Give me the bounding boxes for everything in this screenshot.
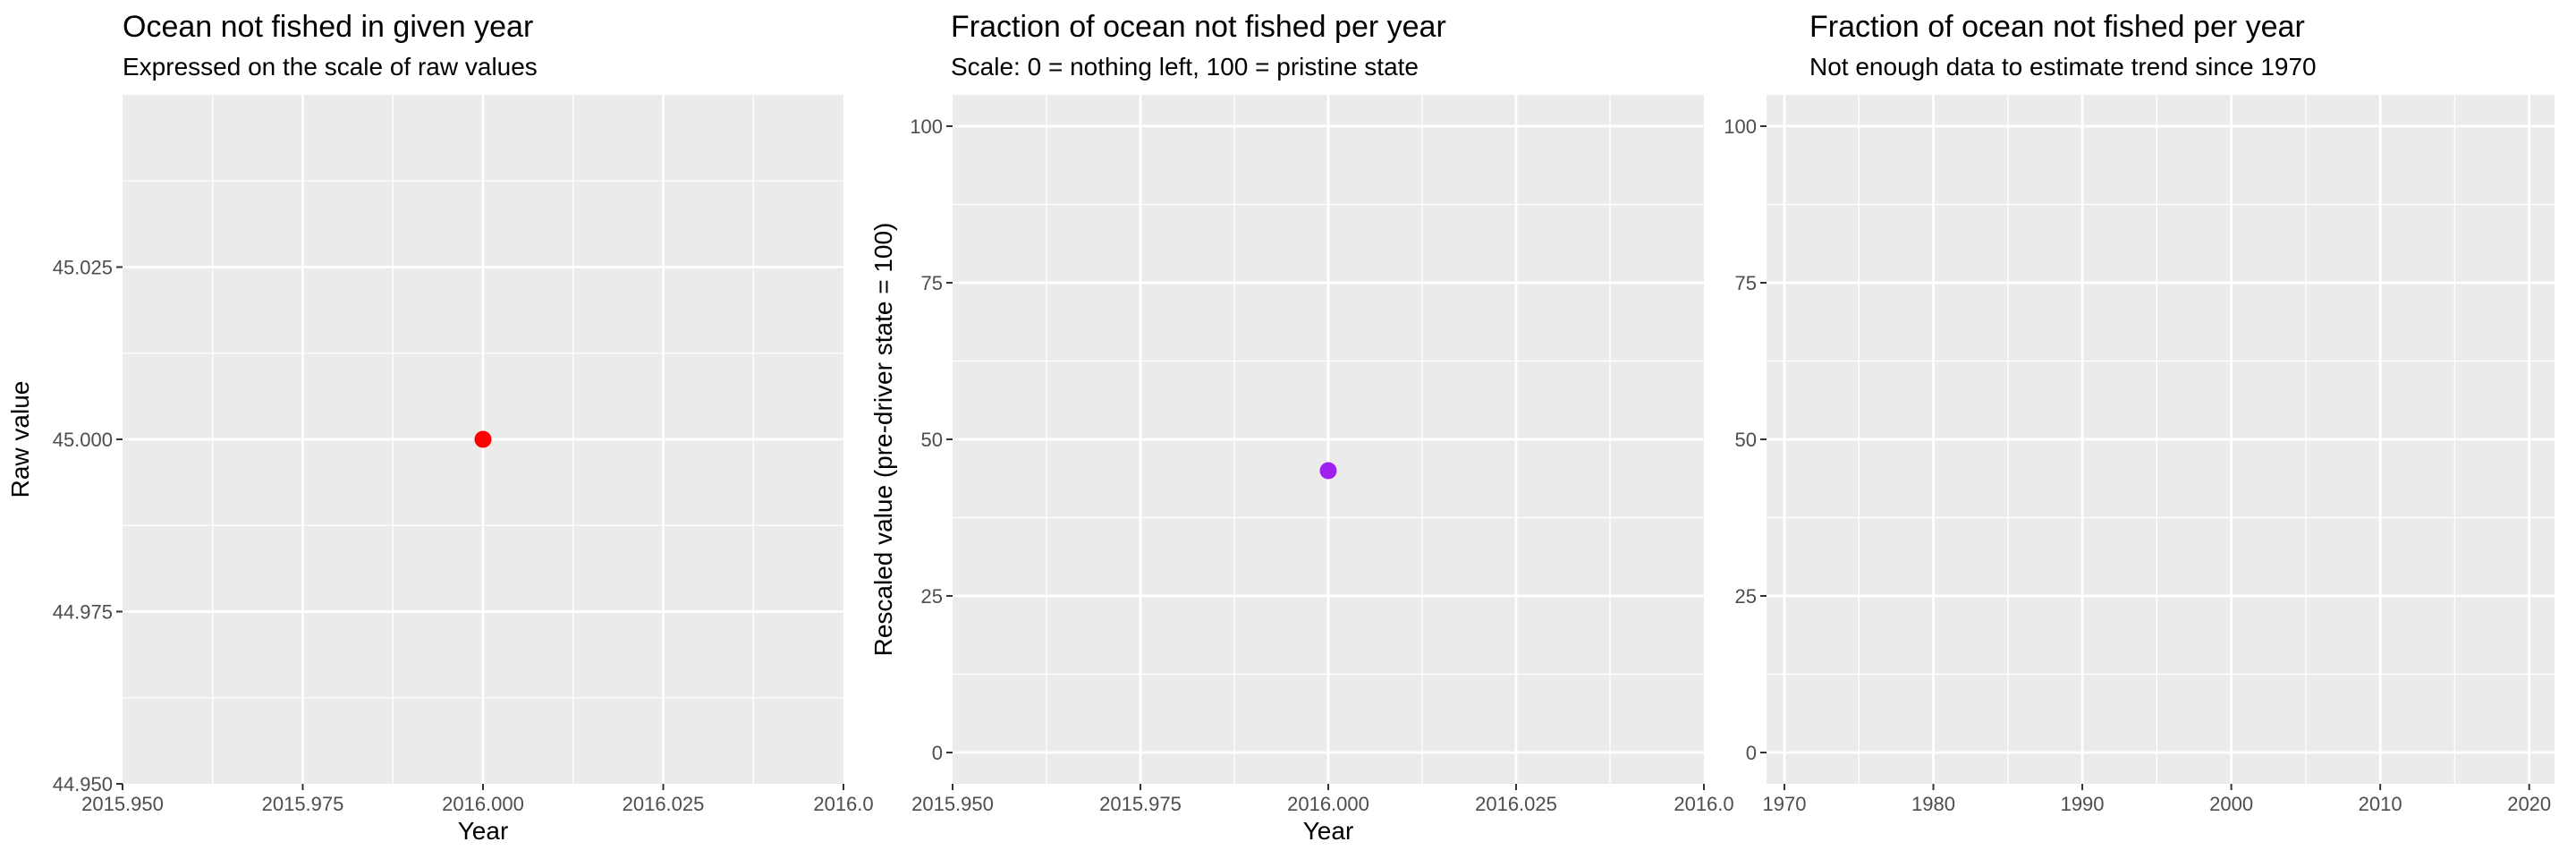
x-axis-title: Year: [1303, 817, 1354, 845]
x-tick-label: 1980: [1911, 793, 1955, 815]
chart-subtitle: Scale: 0 = nothing left, 100 = pristine …: [951, 53, 1419, 81]
y-tick-label: 25: [921, 585, 943, 608]
y-axis-title: Rescaled value (pre-driver state = 100): [869, 223, 897, 657]
chart-title: Fraction of ocean not fished per year: [1809, 10, 2305, 44]
chart-title: Fraction of ocean not fished per year: [951, 10, 1446, 44]
x-tick-label: 2016.0: [1674, 793, 1733, 815]
x-axis-title: Year: [458, 817, 509, 845]
x-tick-label: 2015.975: [262, 793, 344, 815]
y-tick-label: 100: [1724, 115, 1757, 138]
x-tick-label: 1970: [1763, 793, 1807, 815]
x-tick-label: 2015.950: [81, 793, 164, 815]
x-tick-label: 2020: [2507, 793, 2551, 815]
chart-subtitle: Expressed on the scale of raw values: [123, 53, 538, 81]
y-tick-label: 75: [1735, 272, 1757, 294]
y-tick-label: 44.950: [53, 773, 113, 795]
y-tick-label: 100: [910, 115, 943, 138]
x-tick-label: 1990: [2061, 793, 2105, 815]
chart-title: Ocean not fished in given year: [123, 10, 533, 44]
x-tick-label: 2016.000: [1287, 793, 1369, 815]
y-axis-title: Raw value: [6, 381, 34, 498]
x-tick-label: 2016.025: [623, 793, 705, 815]
data-point: [474, 430, 492, 448]
x-tick-label: 2010: [2359, 793, 2402, 815]
data-point: [1319, 462, 1337, 480]
y-tick-label: 25: [1735, 585, 1757, 608]
y-tick-label: 0: [932, 742, 943, 764]
x-tick-label: 2016.0: [813, 793, 873, 815]
x-tick-label: 2015.950: [911, 793, 994, 815]
chart-panel-trend: 1970 1980 1990 2000 2010 2020 0 25 50 75 100 Fracti…: [1724, 10, 2555, 815]
y-tick-label: 45.025: [53, 257, 113, 279]
chart-subtitle: Not enough data to estimate trend since …: [1809, 53, 2317, 81]
y-tick-label: 44.975: [53, 601, 113, 624]
x-tick-label: 2000: [2209, 793, 2253, 815]
x-tick-label: 2016.025: [1475, 793, 1557, 815]
y-tick-label: 45.000: [53, 429, 113, 451]
y-tick-label: 75: [921, 272, 943, 294]
x-tick-label: 2016.000: [442, 793, 524, 815]
chart-panel-raw-value: 2015.950 2015.975 2016.000 2016.025 2016.0 44…: [6, 10, 874, 845]
x-tick-label: 2015.975: [1099, 793, 1182, 815]
y-tick-label: 50: [921, 429, 943, 451]
y-tick-label: 50: [1735, 429, 1757, 451]
y-tick-label: 0: [1746, 742, 1757, 764]
chart-panel-rescaled-value: 2015.950 2015.975 2016.000 2016.025 2016.0 0 2…: [869, 10, 1734, 845]
